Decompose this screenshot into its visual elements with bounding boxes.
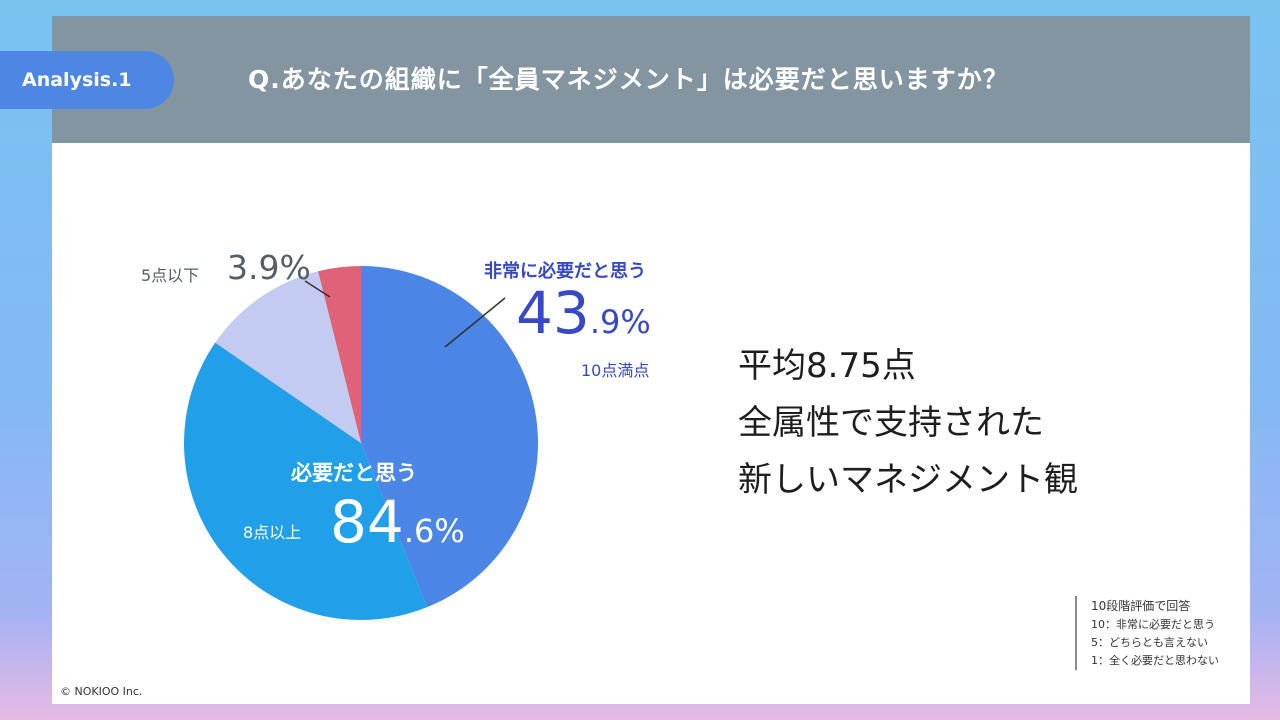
analysis-badge: Analysis.1 [0, 51, 174, 109]
combined-sublabel: 8点以上 [243, 523, 302, 542]
combined-value-dec: .6% [403, 512, 465, 550]
scale-notes-title: 10段階評価で回答 [1091, 599, 1191, 613]
small-slice-value: 3.9% [227, 248, 311, 287]
small-slice-label: 5点以下 [141, 266, 200, 285]
top-slice-sublabel: 10点満点 [581, 361, 650, 380]
top-slice-value: 43.9% [516, 284, 651, 342]
headline-line-2: 全属性で支持された [738, 403, 1044, 443]
top-slice-value-int: 43 [516, 279, 590, 347]
question-bar: Q.あなたの組織に「全員マネジメント」は必要だと思いますか？ [52, 16, 1250, 143]
analysis-badge-label: Analysis.1 [22, 69, 132, 91]
headline: 平均8.75点 全属性で支持された 新しいマネジメント観 [738, 338, 1078, 509]
combined-value: 84.6% [330, 493, 465, 551]
pie-slices [183, 266, 538, 620]
question-title: Q.あなたの組織に「全員マネジメント」は必要だと思いますか？ [248, 65, 1009, 94]
pie-slice-0 [361, 266, 538, 608]
headline-line-3: 新しいマネジメント観 [738, 460, 1078, 500]
scale-notes: 10段階評価で回答 10：非常に必要だと思う 5：どちらとも言えない 1：全く必… [1075, 596, 1219, 670]
scale-note-1: 1：全く必要だと思わない [1091, 654, 1219, 667]
copyright: © NOKIOO Inc. [60, 685, 143, 698]
scale-note-5: 5：どちらとも言えない [1091, 636, 1208, 649]
scale-note-10: 10：非常に必要だと思う [1091, 618, 1215, 631]
headline-line-1: 平均8.75点 [738, 346, 916, 386]
pie-slice-2 [215, 271, 361, 443]
combined-value-int: 84 [330, 488, 404, 556]
leader-line-top [444, 297, 506, 348]
top-slice-label: 非常に必要だと思う [484, 261, 646, 282]
leader-line-small [304, 280, 331, 298]
combined-label: 必要だと思う [291, 461, 417, 485]
pie-slice-3 [318, 266, 361, 443]
top-slice-value-dec: .9% [589, 303, 651, 341]
pie-slice-1 [183, 342, 428, 620]
